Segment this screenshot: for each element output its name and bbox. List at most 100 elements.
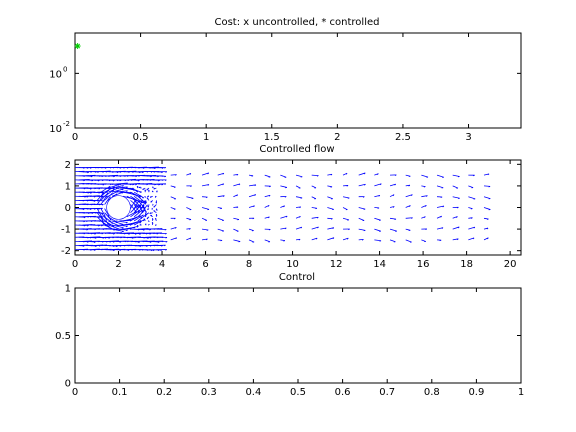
flow-arrow [452, 226, 460, 230]
flow-arrow [170, 227, 177, 230]
flow-arrow [295, 174, 303, 178]
flow-arrow [153, 210, 157, 214]
flow-arrow [147, 220, 150, 222]
flow-arrow [327, 173, 333, 176]
flow-arrow [280, 215, 288, 219]
flow-arrow [389, 194, 395, 198]
flow-arrow [327, 237, 335, 241]
flow-arrow [217, 183, 225, 187]
flow-arrow [280, 174, 287, 178]
y-tick-exponent: 0 [63, 65, 67, 73]
flow-arrow [405, 217, 413, 219]
flow-arrow [217, 195, 225, 198]
flow-arrow [136, 185, 139, 189]
x-tick-label: 0 [72, 259, 78, 270]
flow-arrow [248, 228, 254, 232]
flow-arrow [311, 207, 318, 210]
flow-arrow [201, 228, 209, 231]
flow-arrow [405, 239, 412, 243]
flow-arrow [280, 227, 287, 230]
flow-arrow [144, 215, 147, 218]
flow-arrow [156, 171, 168, 173]
flow-arrow [115, 228, 128, 232]
control-panel: Control 0 0.1 0.2 0.3 0.4 0.5 0.6 0.7 0.8 0.9 1 00… [55, 272, 524, 398]
flow-arrow [186, 173, 192, 176]
flow-arrow [139, 220, 142, 224]
flow-arrow [311, 185, 317, 189]
x-tick-label: 0.5 [290, 387, 306, 398]
flow-arrow [233, 239, 241, 243]
cost-title: Cost: x uncontrolled, * controlled [215, 17, 380, 28]
x-tick-label: 0.1 [112, 387, 128, 398]
y-tick-label: 1 [65, 284, 71, 295]
flow-arrow [452, 206, 459, 209]
flow-arrow [421, 195, 428, 198]
flow-arrow [421, 228, 428, 231]
control-title: Control [279, 272, 315, 283]
flow-arrow [311, 237, 318, 241]
flow-arrow [358, 172, 366, 176]
flow-arrow [133, 219, 145, 226]
flow-arrow [452, 174, 460, 178]
flow-arrow [358, 207, 366, 210]
flow-arrow [138, 200, 142, 203]
flow-arrow [374, 207, 380, 209]
flow-arrow [436, 227, 444, 230]
flow-arrow [115, 186, 128, 189]
x-tick-label: 0 [72, 132, 78, 143]
flow-arrow [249, 217, 255, 220]
flow-x-ticks: 0 2 4 6 8 10 12 14 16 18 20 [72, 160, 516, 270]
flow-arrow [156, 175, 167, 178]
flow-arrow [311, 196, 317, 200]
x-tick-label: 1.5 [264, 132, 280, 143]
flow-arrow [111, 185, 124, 189]
flow-arrow [233, 174, 239, 176]
flow-arrow [202, 196, 208, 199]
flow-arrow [170, 185, 176, 188]
flow-arrow [280, 196, 287, 198]
flow-arrow [115, 190, 128, 193]
flow-arrow [468, 185, 474, 189]
flow-arrow [295, 196, 303, 199]
y-tick-label: 1 [65, 181, 71, 192]
flow-arrow [264, 216, 270, 219]
flow-arrow [155, 214, 158, 217]
flow-panel: Controlled flow 0 2 4 6 8 10 12 14 16 18 20 -2-101… [61, 144, 522, 270]
flow-arrow [100, 212, 108, 221]
flow-arrow [104, 208, 110, 217]
y-tick-label: -1 [61, 225, 71, 236]
flow-arrow [342, 237, 349, 241]
flow-arrow [201, 217, 208, 221]
flow-arrow [248, 239, 255, 243]
flow-arrow [374, 194, 381, 198]
flow-arrow [115, 220, 128, 224]
flow-arrow [138, 186, 142, 189]
cost-axes-box [74, 32, 522, 129]
flow-arrow [280, 205, 285, 208]
flow-arrow [248, 194, 257, 198]
flow-arrow [143, 218, 146, 222]
y-tick-exponent: -2 [63, 120, 70, 128]
flow-arrow [104, 196, 111, 205]
y-tick-label: 10 [49, 69, 62, 80]
flow-arrow [483, 237, 489, 241]
x-tick-label: 18 [460, 259, 473, 270]
flow-arrow [483, 227, 489, 230]
flow-arrow [96, 196, 103, 205]
flow-arrow [295, 215, 301, 219]
flow-arrow [139, 223, 142, 226]
flow-arrow [358, 238, 364, 241]
flow-arrow [146, 187, 150, 191]
flow-arrow [156, 179, 167, 181]
flow-arrow [126, 225, 139, 230]
flow-arrow [483, 196, 491, 200]
flow-arrow [311, 216, 319, 219]
flow-arrow [126, 195, 138, 202]
flow-arrow [154, 217, 157, 222]
flow-arrow [233, 228, 239, 232]
flow-arrow [151, 221, 154, 226]
flow-arrow [280, 185, 287, 189]
flow-arrow [156, 228, 167, 231]
flow-arrow [248, 174, 254, 177]
flow-arrow [389, 183, 397, 187]
